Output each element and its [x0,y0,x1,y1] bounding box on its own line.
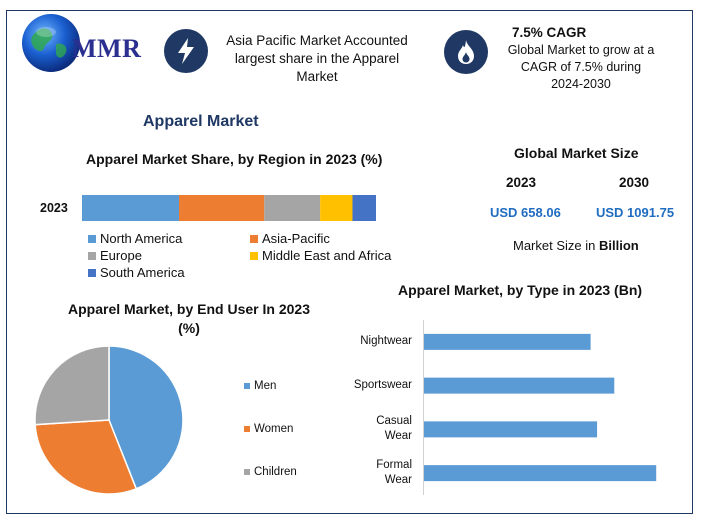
region-category-label: 2023 [40,201,68,215]
flame-icon [444,30,488,74]
type-label-sportswear: Sportswear [330,378,412,393]
year-2030: 2030 [619,175,650,190]
type-bar-casual-wear [424,421,598,438]
type-bar-formal-wear [424,465,657,482]
pie-legend-men: Men [244,364,297,407]
legend-swatch [88,234,96,243]
legend-swatch [250,251,258,260]
legend-label: North America [100,231,183,246]
stack-segment-middle-east-and-africa [320,195,353,221]
type-label-nightwear: Nightwear [330,334,412,349]
legend-label: Asia-Pacific [262,231,330,246]
value-2023: USD 658.06 [490,205,561,220]
global-size-title: Global Market Size [514,145,639,161]
legend-label: Women [254,422,294,435]
type-label-line: Nightwear [360,335,412,348]
lightning-icon [164,29,208,73]
market-size-unit: Market Size in Billion [513,238,639,253]
cagr-title: 7.5% CAGR [512,25,587,40]
value-2030: USD 1091.75 [596,205,675,220]
type-label-line: Wear [384,430,412,443]
region-legend: North America Asia-Pacific Europe Middle… [88,231,408,280]
region-chart-title: Apparel Market Share, by Region in 2023 … [86,151,383,167]
type-label-line: Sportswear [353,379,412,392]
legend-label: Men [254,379,277,392]
legend-middle-east-africa: Middle East and Africa [250,248,410,263]
end-user-title-line1: Apparel Market, by End User In 2023 [68,301,310,317]
legend-swatch [250,234,258,243]
asia-pacific-note: Asia Pacific Market Accounted largest sh… [226,33,408,84]
year-2023: 2023 [506,175,537,190]
legend-europe: Europe [88,248,250,263]
legend-swatch [244,382,250,389]
globe-logo-icon [22,14,80,72]
main-title: Apparel Market [143,113,259,130]
legend-south-america: South America [88,265,250,280]
type-bar-sportswear [424,377,615,394]
pie-slice-men [108,345,184,490]
stack-segment-north-america [82,195,180,221]
stack-segment-europe [264,195,321,221]
stack-segment-asia-pacific [179,195,265,221]
type-label-line: Casual [376,415,412,428]
legend-swatch [244,468,250,475]
legend-asia-pacific: Asia-Pacific [250,231,410,246]
type-label-line: Formal [376,459,412,472]
pie-slice-children [34,345,110,426]
legend-label: Europe [100,248,142,263]
type-label-casual-wear: Casual Wear [330,414,412,444]
unit-bold: Billion [598,238,639,253]
type-label-formal-wear: Formal Wear [330,458,412,488]
type-label-line: Wear [384,474,412,487]
pie-legend: Men Women Children [244,364,297,493]
legend-label: South America [100,265,185,280]
infographic-frame [6,10,693,514]
logo-text: MMR [72,34,142,63]
stack-segment-south-america [352,195,376,221]
pie-slice-women [34,419,138,495]
unit-prefix: Market Size in [513,238,599,253]
legend-swatch [88,268,96,277]
cagr-note: Global Market to grow at a CAGR of 7.5% … [507,43,655,91]
legend-label: Children [254,465,297,478]
pie-legend-women: Women [244,407,297,450]
legend-north-america: North America [88,231,250,246]
pie-legend-children: Children [244,450,297,493]
end-user-chart-title: Apparel Market, by End User In 2023 (%) [55,300,323,338]
type-bar-nightwear [424,333,591,350]
type-bar-chart [423,320,657,495]
legend-swatch [244,425,250,432]
legend-swatch [88,251,96,260]
end-user-title-line2: (%) [178,320,200,336]
type-category-labels: Nightwear Sportswear Casual Wear Formal Wear [330,320,412,495]
legend-label: Middle East and Africa [262,248,392,263]
region-stacked-bar [82,195,376,221]
type-chart-title: Apparel Market, by Type in 2023 (Bn) [398,282,643,298]
end-user-pie [34,345,184,495]
